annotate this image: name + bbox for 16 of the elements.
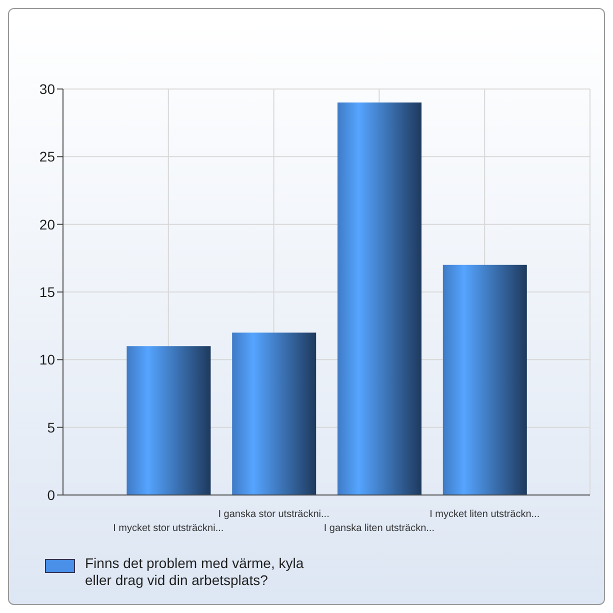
bar [126,346,211,495]
y-tick-label: 15 [39,284,56,300]
bar [232,332,316,495]
bar [442,264,527,495]
x-tick-label: I mycket stor utsträckni... [113,523,224,534]
x-tick-label: I ganska stor utsträckni... [218,509,330,520]
x-tick-label: I ganska liten utsträckn... [324,523,435,534]
y-tick-label: 20 [39,216,56,232]
bar [338,102,422,495]
y-tick-label: 25 [39,148,56,165]
y-tick-label: 30 [39,80,56,97]
x-tick-label: I mycket liten utsträckn... [430,509,540,520]
legend-label: Finns det problem med värme, kyla eller drag vid din arbetsplats? [85,555,305,589]
y-tick-label: 10 [39,352,56,368]
y-tick-label: 0 [47,486,56,503]
y-tick-label: 5 [47,419,56,436]
